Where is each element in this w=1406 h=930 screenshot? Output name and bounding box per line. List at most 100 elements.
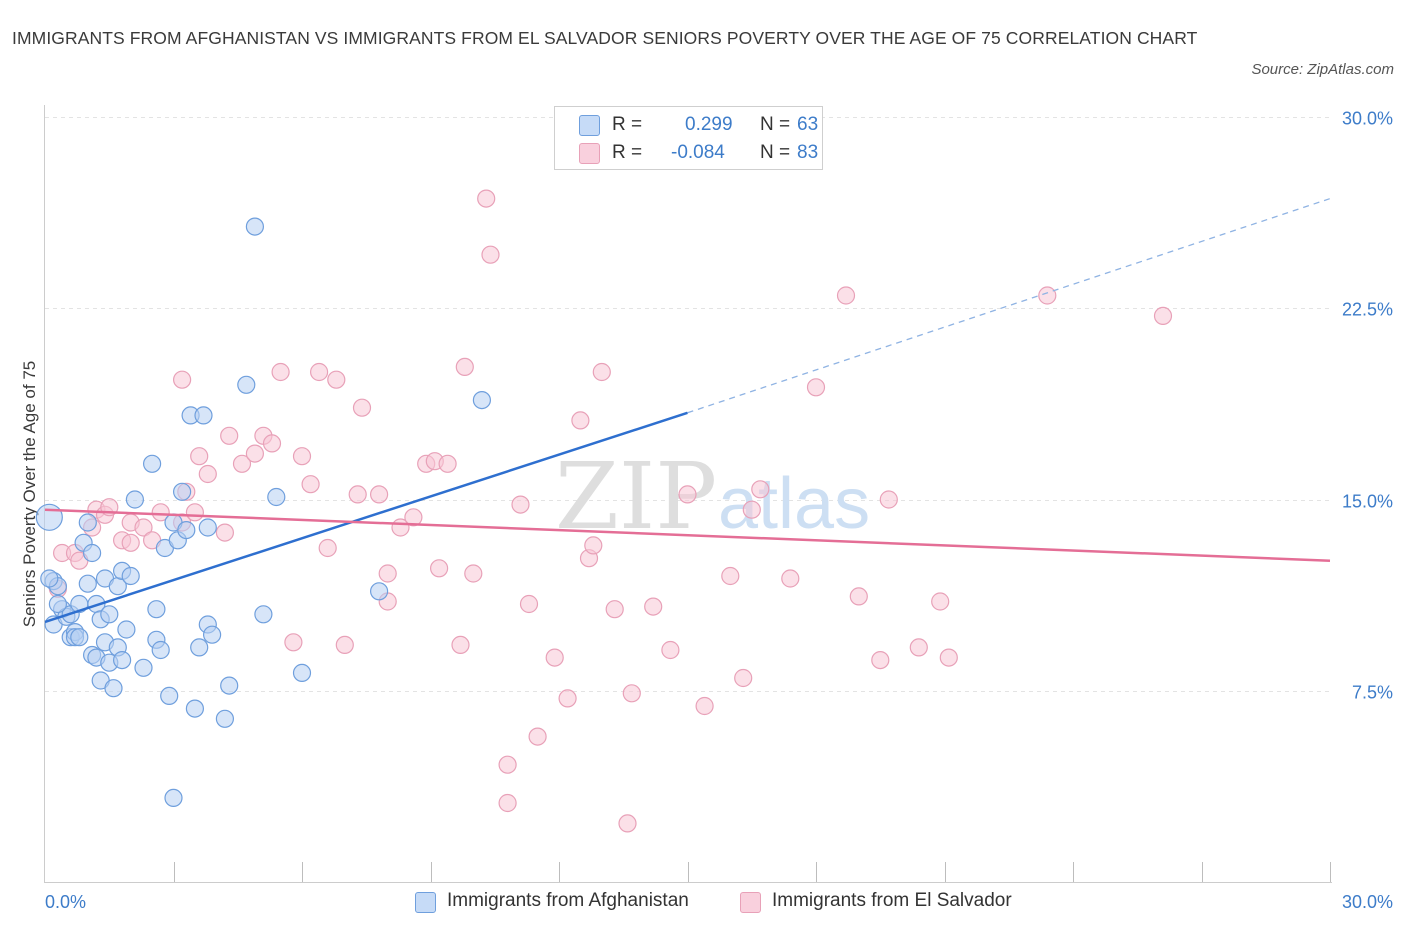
el-salvador-point bbox=[592, 362, 611, 382]
y-tick-label: 22.5% bbox=[1342, 300, 1393, 320]
el-salvador-point bbox=[378, 564, 397, 583]
afghanistan-point bbox=[215, 709, 234, 728]
afghanistan-point bbox=[70, 628, 89, 647]
el-salvador-point bbox=[370, 485, 389, 504]
afghanistan-point bbox=[125, 490, 144, 509]
el-salvador-point bbox=[404, 508, 423, 527]
el-salvador-point bbox=[151, 503, 170, 522]
el-salvador-point bbox=[310, 362, 329, 382]
axes bbox=[44, 105, 1332, 883]
afghanistan-point bbox=[78, 574, 97, 593]
el-salvador-point bbox=[185, 503, 204, 522]
afghanistan-point bbox=[40, 569, 59, 588]
el-salvador-point bbox=[584, 536, 603, 555]
afghanistan-point bbox=[292, 663, 312, 683]
el-salvador-point bbox=[464, 564, 483, 583]
el-salvador-point bbox=[734, 668, 753, 688]
el-salvador-swatch bbox=[579, 143, 600, 164]
el-salvador-point bbox=[284, 633, 303, 652]
el-salvador-point bbox=[618, 814, 637, 833]
el-salvador-trend-line bbox=[44, 508, 1331, 562]
el-salvador-point bbox=[695, 696, 714, 716]
el-salvador-r-value: -0.084 bbox=[671, 142, 725, 163]
afghanistan-point bbox=[370, 582, 389, 601]
afghanistan-trend-line bbox=[44, 411, 688, 624]
el-salvador-point bbox=[438, 454, 457, 473]
afghanistan-point bbox=[134, 658, 153, 677]
y-tick-label: 15.0% bbox=[1342, 492, 1393, 512]
x-tick-label-min: 0.0% bbox=[45, 892, 86, 912]
el-salvador-point bbox=[519, 594, 539, 614]
el-salvador-point bbox=[836, 286, 856, 305]
el-salvador-point bbox=[348, 485, 367, 504]
el-salvador-point bbox=[481, 245, 500, 264]
el-salvador-point bbox=[721, 566, 740, 586]
x-ticks bbox=[174, 862, 1331, 882]
el-salvador-point bbox=[215, 523, 234, 542]
afghanistan-trend-extension bbox=[687, 197, 1331, 414]
el-salvador-point bbox=[528, 727, 547, 746]
el-salvador-point bbox=[318, 538, 337, 558]
el-salvador-point bbox=[644, 597, 663, 616]
afghanistan-point bbox=[194, 406, 213, 425]
el-salvador-swatch bbox=[740, 892, 761, 913]
el-salvador-point bbox=[931, 592, 950, 611]
el-salvador-point bbox=[751, 480, 770, 499]
afghanistan-point bbox=[190, 638, 209, 657]
r-label: R = bbox=[612, 142, 643, 163]
el-salvador-point bbox=[622, 684, 641, 703]
afghanistan-point bbox=[185, 699, 204, 718]
afghanistan-point bbox=[177, 520, 196, 540]
source-label: Source: ZipAtlas.com bbox=[1251, 61, 1394, 78]
afghanistan-point bbox=[160, 686, 179, 706]
afghanistan-point bbox=[48, 594, 68, 614]
afghanistan-point bbox=[237, 375, 256, 394]
afghanistan-point bbox=[82, 543, 102, 563]
afghanistan-point bbox=[203, 625, 222, 644]
n-label: N = bbox=[760, 114, 791, 135]
afghanistan-point bbox=[267, 487, 286, 507]
el-salvador-point bbox=[262, 434, 282, 453]
afghanistan-point bbox=[254, 605, 273, 624]
afghanistan-point bbox=[143, 454, 162, 473]
x-tick-label-max: 30.0% bbox=[1342, 892, 1393, 912]
el-salvador-point bbox=[498, 793, 517, 813]
el-salvador-point bbox=[430, 559, 449, 578]
el-salvador-point bbox=[245, 444, 264, 463]
afghanistan-n-value: 63 bbox=[797, 114, 819, 135]
afghanistan-point bbox=[164, 788, 183, 808]
el-salvador-n-value: 83 bbox=[797, 142, 819, 163]
el-salvador-point bbox=[498, 755, 517, 774]
el-salvador-point bbox=[742, 500, 761, 519]
el-salvador-point bbox=[451, 635, 470, 655]
afghanistan-point bbox=[220, 676, 239, 695]
chart-title: IMMIGRANTS FROM AFGHANISTAN VS IMMIGRANT… bbox=[12, 28, 1198, 48]
el-salvador-point bbox=[271, 362, 290, 382]
afghanistan-point bbox=[472, 391, 491, 410]
el-salvador-point bbox=[301, 475, 320, 494]
y-tick-labels: 7.5% 15.0% 22.5% 30.0% bbox=[1342, 109, 1393, 703]
el-salvador-point bbox=[190, 447, 209, 466]
y-tick-label: 7.5% bbox=[1352, 683, 1393, 703]
el-salvador-point bbox=[558, 689, 577, 708]
afghanistan-point bbox=[35, 503, 63, 531]
afghanistan-point bbox=[117, 620, 136, 639]
afghanistan-point bbox=[100, 605, 119, 624]
afghanistan-r-value: 0.299 bbox=[685, 114, 733, 135]
el-salvador-point bbox=[871, 650, 890, 670]
el-salvador-legend-label: Immigrants from El Salvador bbox=[772, 890, 1012, 911]
el-salvador-point bbox=[781, 569, 800, 588]
afghanistan-swatch bbox=[579, 115, 600, 136]
stats-legend: R = 0.299 N = 63 R = -0.084 N = 83 bbox=[554, 106, 823, 170]
el-salvador-point bbox=[571, 411, 590, 430]
y-axis-title: Seniors Poverty Over the Age of 75 bbox=[20, 361, 39, 627]
trend-lines bbox=[44, 197, 1331, 624]
el-salvador-point bbox=[134, 518, 153, 537]
el-salvador-point bbox=[220, 426, 239, 445]
afghanistan-point bbox=[198, 518, 217, 537]
n-label: N = bbox=[760, 142, 791, 163]
el-salvador-point bbox=[1153, 306, 1173, 325]
el-salvador-point bbox=[909, 638, 928, 657]
el-salvador-point bbox=[1038, 286, 1057, 305]
